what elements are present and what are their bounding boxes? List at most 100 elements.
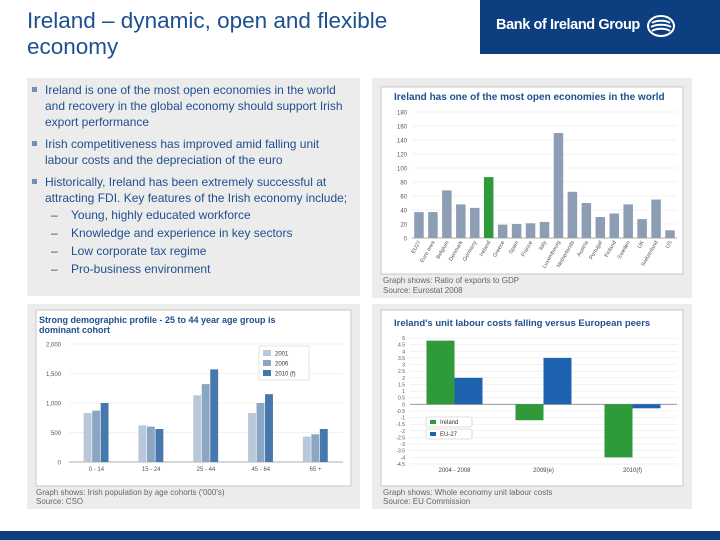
bar [302, 436, 311, 462]
x-tick-label: 2004 - 2008 [438, 468, 471, 474]
bar [100, 403, 109, 462]
bar [553, 133, 564, 238]
y-tick-label: 5 [402, 336, 405, 342]
y-tick-label: 3 [402, 363, 405, 369]
bar [567, 191, 578, 238]
sub-bullet-item: – Pro-business environment [51, 262, 211, 276]
x-tick-label: 45 - 64 [251, 467, 270, 473]
legend-label: EU-27 [440, 432, 458, 438]
demographics-chart-title: Strong demographic profile - 25 to 44 ye… [39, 315, 276, 325]
y-tick-label: 0 [402, 402, 405, 408]
legend-box [425, 428, 473, 440]
x-tick-label: 15 - 24 [142, 467, 161, 473]
legend-swatch [263, 370, 271, 376]
exports-chart-panel: Ireland has one of the most open economi… [372, 78, 692, 298]
y-tick-label: -4.5 [396, 462, 405, 468]
bar [311, 434, 320, 462]
bar [637, 219, 647, 238]
bar [201, 384, 210, 462]
bar [623, 204, 633, 238]
bar [265, 394, 273, 462]
bullet-item: Irish competitiveness has improved amid … [32, 136, 352, 168]
brand-logo-icon [647, 15, 675, 37]
bar [319, 428, 328, 462]
bar [595, 217, 606, 238]
y-tick-label: 2.5 [398, 369, 405, 375]
y-tick-label: -2.5 [396, 435, 405, 441]
x-tick-label: 2009(e) [533, 468, 554, 474]
y-tick-label: 2 [402, 376, 405, 382]
y-tick-label: 500 [51, 431, 62, 437]
bullet-square-icon [32, 87, 37, 92]
demographics-chart-source: Source: CSO [36, 497, 83, 506]
y-tick-label: -3.5 [396, 449, 405, 455]
legend-swatch [263, 360, 271, 366]
y-tick-label: 1,000 [46, 402, 62, 408]
y-tick-label: 1 [402, 389, 405, 395]
legend-swatch [263, 350, 271, 356]
legend-swatch [430, 420, 436, 424]
y-tick-label: 2,000 [46, 343, 62, 349]
y-tick-label: -0.5 [396, 409, 405, 415]
exports-chart-caption: Graph shows: Ratio of exports to GDP [383, 276, 519, 285]
bullet-panel: Ireland is one of the most open economie… [27, 78, 360, 296]
bar [256, 403, 265, 462]
bar [497, 224, 508, 238]
y-tick-label: -3 [401, 442, 406, 448]
bar [543, 357, 572, 405]
y-tick-label: 60 [400, 195, 407, 201]
y-tick-label: 140 [397, 139, 408, 145]
bar [83, 413, 92, 462]
demographics-chart-title-line2: dominant cohort [39, 325, 110, 335]
demographics-chart: Strong demographic profile - 25 to 44 ye… [35, 309, 352, 506]
legend-label: 2001 [275, 352, 289, 358]
y-tick-label: -2 [401, 429, 406, 435]
y-tick-label: 4 [402, 349, 405, 355]
demographics-chart-panel: Strong demographic profile - 25 to 44 ye… [27, 304, 360, 509]
bar [525, 223, 536, 238]
bar [632, 404, 661, 409]
bar [665, 230, 675, 238]
y-tick-label: 0 [404, 237, 408, 243]
y-tick-label: -1.5 [396, 422, 405, 428]
bar [483, 177, 494, 238]
sub-bullet-item: – Low corporate tax regime [51, 244, 207, 258]
bar [442, 190, 452, 238]
labour-costs-chart-caption: Graph shows: Whole economy unit labour c… [383, 488, 552, 497]
slide-title: Ireland – dynamic, open and flexible eco… [27, 8, 388, 59]
y-tick-label: 20 [400, 223, 407, 229]
y-tick-label: 80 [400, 181, 407, 187]
bar [138, 425, 147, 462]
y-tick-label: 180 [397, 111, 408, 117]
x-tick-label: Italy [538, 240, 548, 252]
bullet-item: Ireland is one of the most open economie… [32, 82, 352, 130]
bar [454, 377, 483, 405]
x-tick-label: 0 - 14 [89, 467, 105, 473]
bar [193, 395, 202, 462]
sub-bullet-item: – Knowledge and experience in key sectors [51, 226, 293, 240]
brand-name: Bank of Ireland Group [496, 17, 640, 33]
bullet-square-icon [32, 179, 37, 184]
bar [539, 221, 550, 238]
labour-costs-chart: Ireland's unit labour costs falling vers… [380, 309, 684, 506]
bar [470, 207, 480, 238]
bar [248, 413, 256, 462]
bar [146, 426, 155, 462]
y-tick-label: 3.5 [398, 356, 405, 362]
legend-label: 2006 [275, 362, 289, 368]
x-tick-label: 2010(f) [623, 468, 642, 474]
footer-bar [0, 531, 720, 540]
exports-chart-source: Source: Eurostat 2008 [383, 286, 463, 295]
y-tick-label: 100 [397, 167, 408, 173]
y-tick-label: 40 [400, 209, 407, 215]
y-tick-label: -4 [401, 455, 406, 461]
bar [581, 203, 592, 238]
legend-label: Ireland [440, 420, 458, 426]
bar [414, 212, 424, 238]
y-tick-label: 1.5 [398, 382, 405, 388]
y-tick-label: 4.5 [398, 343, 405, 349]
sub-bullet-item: – Young, highly educated workforce [51, 208, 251, 222]
labour-costs-chart-title: Ireland's unit labour costs falling vers… [394, 318, 650, 329]
y-tick-label: 120 [397, 153, 408, 159]
bullet-square-icon [32, 141, 37, 146]
